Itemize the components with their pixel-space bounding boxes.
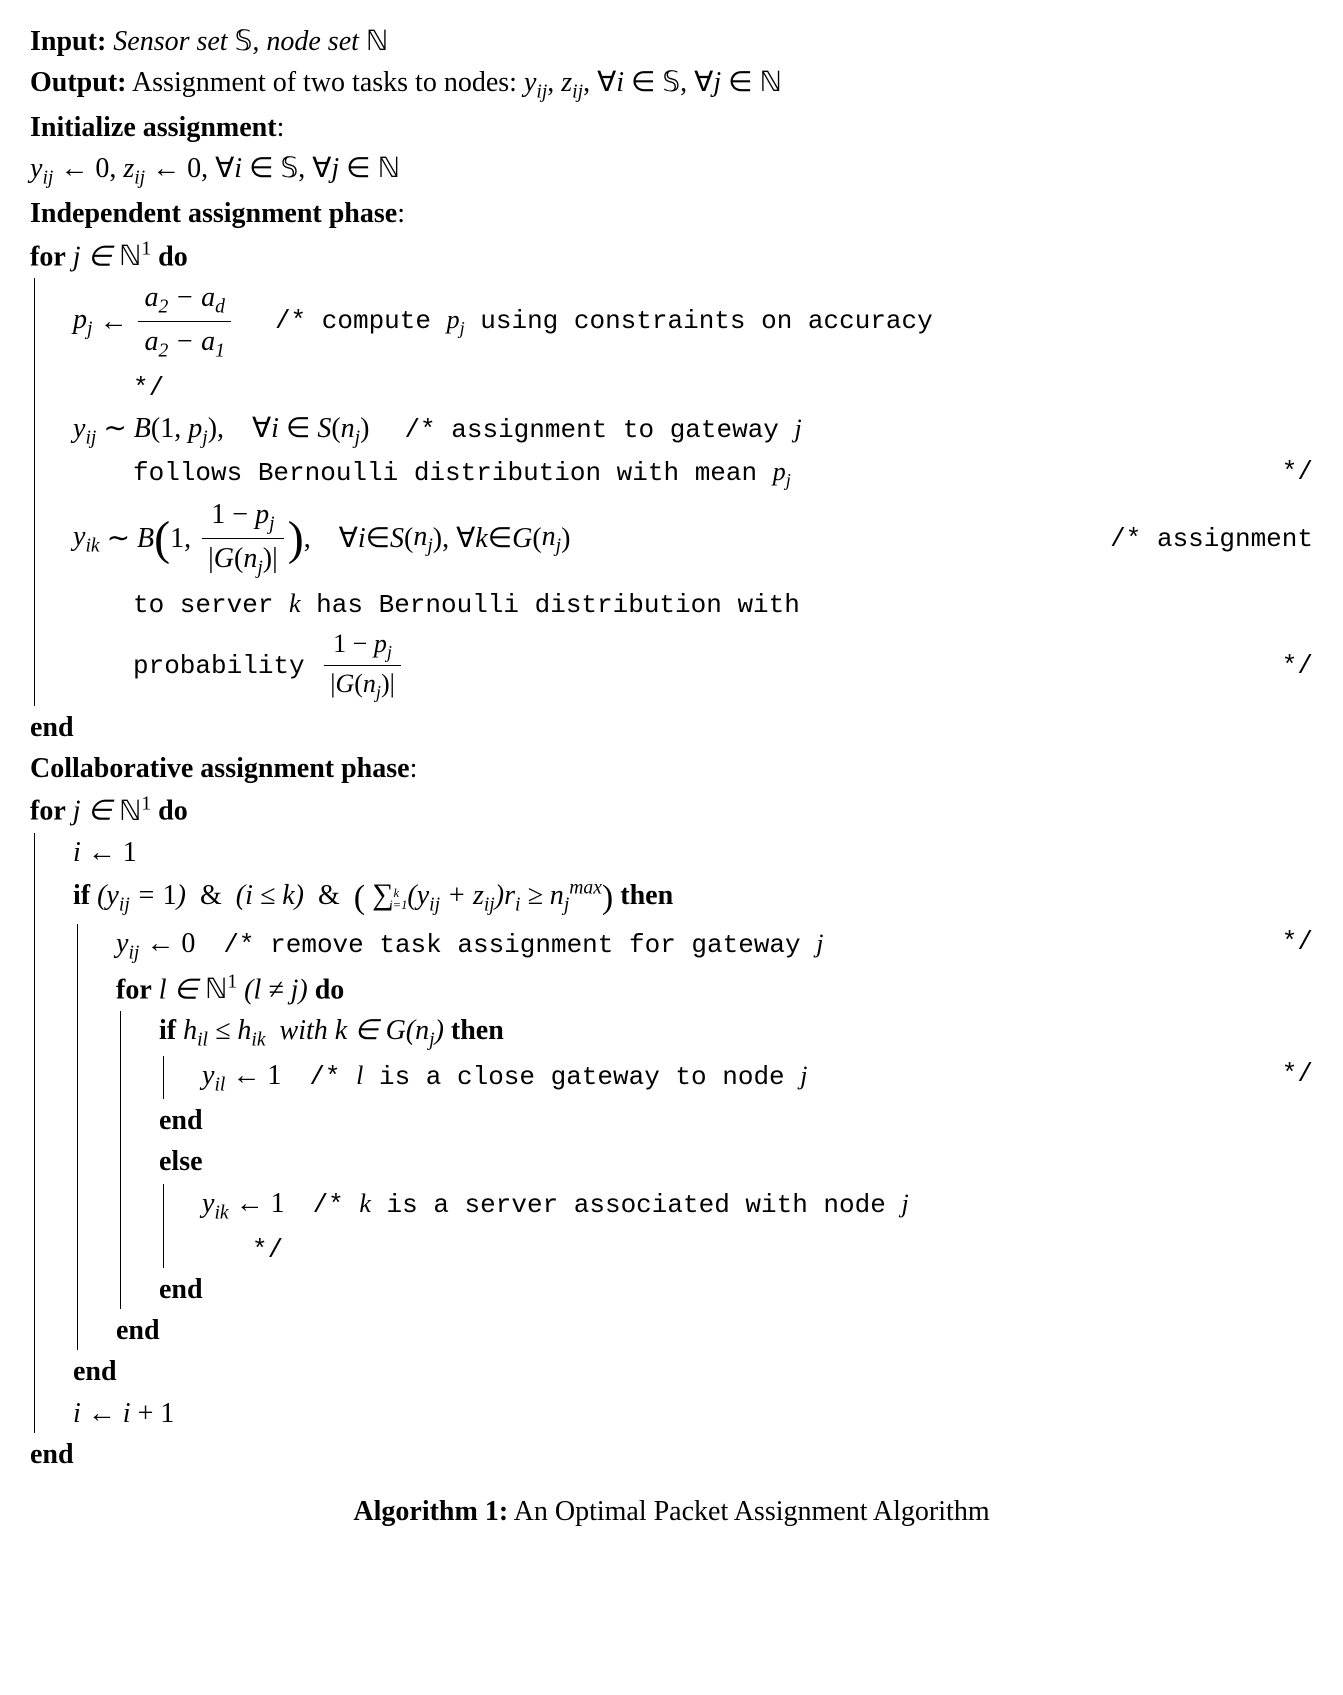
frac2-den: |G(nj)| (202, 539, 284, 582)
if2-then-body: yil ← 1 /* l is a close gateway to node … (163, 1056, 1313, 1099)
comment3d-line: probability 1 − pj |G(nj)| */ (73, 626, 1313, 706)
input-line: Input: Sensor set 𝕊, node set ℕ (30, 22, 1313, 61)
yij-zero-line: yij ← 0 /* remove task assignment for ga… (116, 924, 1313, 967)
comment2b-line: follows Bernoulli distribution with mean… (73, 454, 1313, 494)
comment3b: to server k has Bernoulli distribution w… (133, 590, 800, 620)
if2-end: end (159, 1101, 1313, 1140)
comment3b-line: to server k has Bernoulli distribution w… (73, 584, 1313, 623)
for-keyword: for (30, 241, 66, 272)
yij-bernoulli-line: yij ∼ B(1, pj), ∀i ∈ S(nj) /* assignment… (73, 409, 1313, 452)
i-inc-line: i ← i + 1 (73, 1394, 1313, 1433)
for3-cond: l ∈ (159, 974, 205, 1005)
for1-condition: j ∈ (73, 241, 119, 272)
yij-bernoulli-math: yij ∼ B(1, pj), ∀i ∈ S(nj) /* assignment… (73, 409, 802, 452)
if1-body: yij ← 0 /* remove task assignment for ga… (77, 924, 1313, 1351)
yij-zero: yij ← 0 /* remove task assignment for ga… (116, 924, 823, 967)
for3-header: for l ∈ ℕ1 (l ≠ j) do (116, 969, 1313, 1010)
for1-body: pj ← a2 − ad a2 − a1 /* compute pj using… (34, 278, 1313, 706)
frac1-den: a2 − a1 (138, 322, 231, 365)
comment1-close: */ (73, 367, 1313, 406)
yik-fraction: 1 − pj |G(nj)| (202, 495, 284, 582)
algorithm-caption: Algorithm 1: An Optimal Packet Assignmen… (30, 1492, 1313, 1531)
for2-header: for j ∈ ℕ1 do (30, 790, 1313, 831)
if2-cond: hil ≤ hik with k ∈ G(nj) (183, 1015, 451, 1046)
comment3a: /* assignment (1110, 521, 1313, 557)
output-text: Assignment of two tasks to nodes: yij, z… (132, 67, 782, 98)
comment2a: /* assignment to gateway j (404, 415, 801, 445)
comment3-close: */ (1282, 648, 1313, 684)
input-label: Input: (30, 26, 106, 57)
pj-fraction: a2 − ad a2 − a1 (138, 278, 231, 365)
i-assign-1: i ← 1 (73, 833, 1313, 872)
comment2b: follows Bernoulli distribution with mean… (133, 454, 791, 494)
input-text: Sensor set 𝕊, node set ℕ (113, 26, 388, 57)
yik-math: yik ∼ B ( 1, 1 − pj |G(nj)| ) , ∀i ∈ S(n… (73, 495, 570, 582)
for3-cond2: (l ≠ j) (244, 974, 315, 1005)
if2-header: if hil ≤ hik with k ∈ G(nj) then (159, 1011, 1313, 1054)
comment6-close: */ (202, 1229, 1313, 1268)
init-label: Initialize assignment (30, 112, 277, 143)
comment3d: probability 1 − pj |G(nj)| (133, 626, 405, 706)
yik-bernoulli-line: yik ∼ B ( 1, 1 − pj |G(nj)| ) , ∀i ∈ S(n… (73, 495, 1313, 582)
if1-end: end (73, 1352, 1313, 1391)
pj-assign-line: pj ← a2 − ad a2 − a1 /* compute pj using… (73, 278, 1313, 365)
frac3: 1 − pj |G(nj)| (324, 626, 401, 706)
init-label-line: Initialize assignment: (30, 108, 1313, 147)
caption-text: An Optimal Packet Assignment Algorithm (514, 1496, 990, 1527)
phase2-label-line: Collaborative assignment phase: (30, 749, 1313, 788)
pj-var: pj (73, 300, 92, 343)
if1-cond: (yij = 1) & (i ≤ k) & ( ∑ki=1(yij + zij)… (97, 880, 620, 911)
yil-one-line: yil ← 1 /* l is a close gateway to node … (202, 1056, 1313, 1099)
for3-body: if hil ≤ hik with k ∈ G(nj) then yil ← 1… (120, 1011, 1313, 1309)
phase1-label: Independent assignment phase (30, 198, 397, 229)
end1: end (30, 708, 1313, 747)
comment1-text: /* compute pj using constraints on accur… (275, 302, 933, 342)
comment2-close: */ (1282, 454, 1313, 490)
yik-one: yik ← 1 /* k is a server associated with… (202, 1188, 909, 1219)
frac1-num: a2 − ad (138, 278, 231, 322)
phase1-label-line: Independent assignment phase: (30, 194, 1313, 233)
assign-arrow: ← (92, 302, 134, 341)
output-line: Output: Assignment of two tasks to nodes… (30, 63, 1313, 106)
caption-label: Algorithm 1: (353, 1496, 508, 1527)
for3-end: end (116, 1311, 1313, 1350)
for2-condition: j ∈ (73, 796, 119, 827)
phase2-label: Collaborative assignment phase (30, 753, 410, 784)
else-kw: else (159, 1142, 1313, 1181)
init-math-line: yij ← 0, zij ← 0, ∀i ∈ 𝕊, ∀j ∈ ℕ (30, 149, 1313, 192)
else-end: end (159, 1270, 1313, 1309)
output-label: Output: (30, 67, 126, 98)
else-body: yik ← 1 /* k is a server associated with… (163, 1184, 1313, 1268)
for1-header: for j ∈ ℕ1 do (30, 236, 1313, 277)
yil-one: yil ← 1 /* l is a close gateway to node … (202, 1056, 807, 1099)
for2-body: i ← 1 if (yij = 1) & (i ≤ k) & ( ∑ki=1(y… (34, 833, 1313, 1433)
yik-one-line: yik ← 1 /* k is a server associated with… (202, 1184, 1313, 1227)
do-keyword: do (158, 241, 188, 272)
for2-end: end (30, 1435, 1313, 1474)
frac2-num: 1 − pj (202, 495, 284, 539)
if1-header: if (yij = 1) & (i ≤ k) & ( ∑ki=1(yij + z… (73, 874, 1313, 922)
